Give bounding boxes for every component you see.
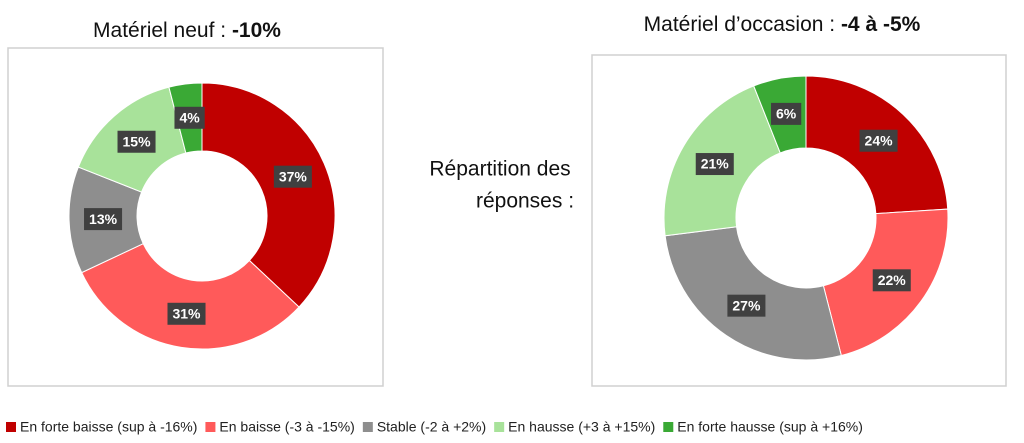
- label-box: [771, 102, 802, 125]
- chart-title: Matériel d’occasion : -4 à -5%: [644, 13, 921, 36]
- legend-swatch: [205, 422, 216, 432]
- label-box: [859, 129, 898, 152]
- legend-swatch: [362, 422, 373, 432]
- slice: [201, 82, 336, 308]
- legend-label: Stable (-2 à +2%): [377, 419, 486, 435]
- label-box: [117, 130, 156, 153]
- legend-swatch: [663, 422, 674, 432]
- label-box: [273, 165, 312, 188]
- slice: [80, 243, 300, 350]
- data-label: 4%: [179, 109, 200, 125]
- title-highlight: -10%: [232, 19, 281, 42]
- data-label: 13%: [89, 211, 118, 227]
- legend-label: En forte baisse (sup à -16%): [20, 419, 197, 435]
- title-highlight: -4 à -5%: [841, 13, 921, 36]
- legend-label: En forte hausse (sup à +16%): [677, 419, 863, 435]
- label-box: [695, 153, 734, 176]
- data-label: 27%: [732, 297, 761, 313]
- data-label: 37%: [279, 168, 308, 184]
- legend: En forte baisse (sup à -16%) En baisse (-…: [6, 419, 863, 435]
- label-box: [167, 302, 206, 325]
- data-label: 21%: [701, 156, 730, 172]
- side-note: Répartition des: [429, 158, 570, 181]
- label-box: [174, 106, 205, 129]
- label-box: [727, 294, 766, 317]
- label-box: [872, 269, 911, 292]
- data-label: 22%: [878, 272, 907, 288]
- slice: [664, 226, 842, 361]
- data-label: 6%: [776, 106, 797, 122]
- data-label: 15%: [123, 133, 152, 149]
- label-box: [84, 208, 123, 231]
- title-text: Matériel d’occasion :: [644, 13, 835, 36]
- legend-swatch: [494, 422, 505, 432]
- chart-title: Matériel neuf : -10%: [93, 19, 281, 42]
- legend-label: En hausse (+3 à +15%): [508, 419, 655, 435]
- data-label: 31%: [172, 305, 201, 321]
- legend-label: En baisse (-3 à -15%): [219, 419, 354, 435]
- side-note: réponses :: [476, 190, 574, 213]
- title-text: Matériel neuf :: [93, 19, 226, 42]
- legend-swatch: [6, 422, 16, 432]
- data-label: 24%: [865, 132, 894, 148]
